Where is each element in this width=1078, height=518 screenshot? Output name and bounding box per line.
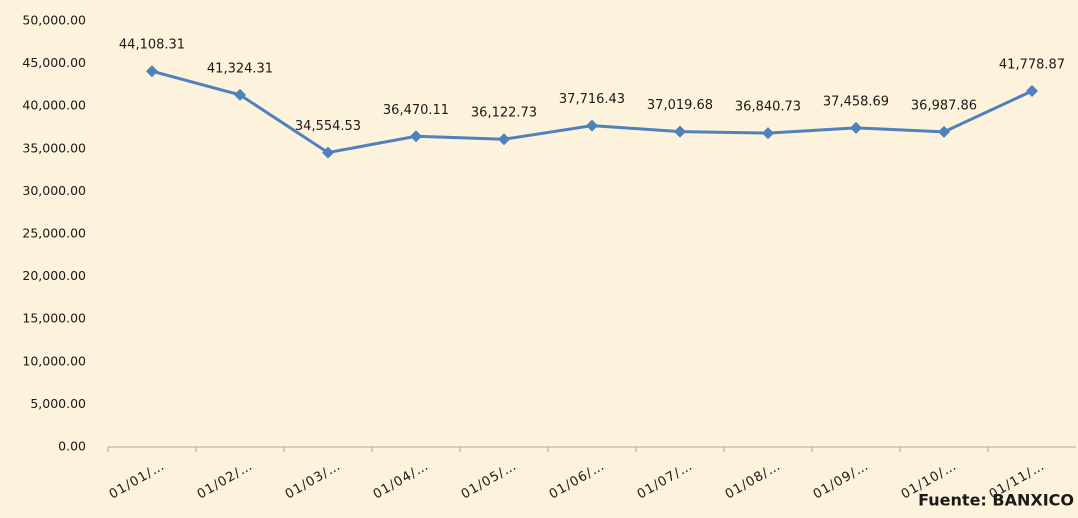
x-tick-label: 01/09/… — [811, 459, 872, 503]
marker — [850, 121, 862, 134]
y-tick-label: 15,000.00 — [22, 311, 86, 326]
y-tick-label: 45,000.00 — [22, 55, 86, 70]
data-label: 37,716.43 — [559, 92, 625, 107]
data-label: 36,122.73 — [471, 106, 537, 121]
data-label: 41,324.31 — [207, 61, 273, 76]
y-tick-label: 35,000.00 — [22, 140, 86, 155]
source-note: Fuente: BANXICO — [918, 491, 1074, 510]
marker — [410, 130, 422, 143]
y-tick-label: 10,000.00 — [22, 353, 86, 368]
marker — [762, 127, 774, 140]
data-label: 37,458.69 — [823, 94, 889, 109]
y-tick-label: 40,000.00 — [22, 98, 86, 113]
data-label: 34,554.53 — [295, 119, 361, 134]
marker — [938, 125, 950, 138]
x-tick-label: 01/08/… — [723, 459, 784, 503]
data-label: 36,840.73 — [735, 100, 801, 115]
data-label: 44,108.31 — [119, 38, 185, 53]
x-tick-label: 01/07/… — [635, 459, 696, 503]
y-tick-label: 20,000.00 — [22, 268, 86, 283]
y-tick-label: 50,000.00 — [22, 13, 86, 28]
marker — [1026, 85, 1038, 98]
marker — [234, 88, 246, 101]
x-tick-label: 01/06/… — [547, 459, 608, 503]
x-tick-label: 01/05/… — [459, 459, 520, 503]
data-label: 36,470.11 — [383, 103, 449, 118]
data-label: 41,778.87 — [999, 58, 1065, 73]
marker — [586, 119, 598, 132]
x-tick-label: 01/02/… — [195, 459, 256, 503]
x-tick-label: 01/03/… — [283, 459, 344, 503]
marker — [322, 146, 334, 159]
y-tick-label: 5,000.00 — [30, 396, 86, 411]
y-tick-label: 30,000.00 — [22, 183, 86, 198]
marker — [146, 65, 158, 78]
marker — [498, 133, 510, 146]
series-line — [151, 69, 1033, 155]
x-tick-label: 01/04/… — [371, 459, 432, 503]
y-tick-label: 0.00 — [58, 439, 86, 454]
y-tick-label: 25,000.00 — [22, 226, 86, 241]
data-label: 37,019.68 — [647, 98, 713, 113]
marker — [674, 125, 686, 138]
data-label: 36,987.86 — [911, 98, 977, 113]
x-tick-label: 01/01/… — [107, 459, 168, 503]
